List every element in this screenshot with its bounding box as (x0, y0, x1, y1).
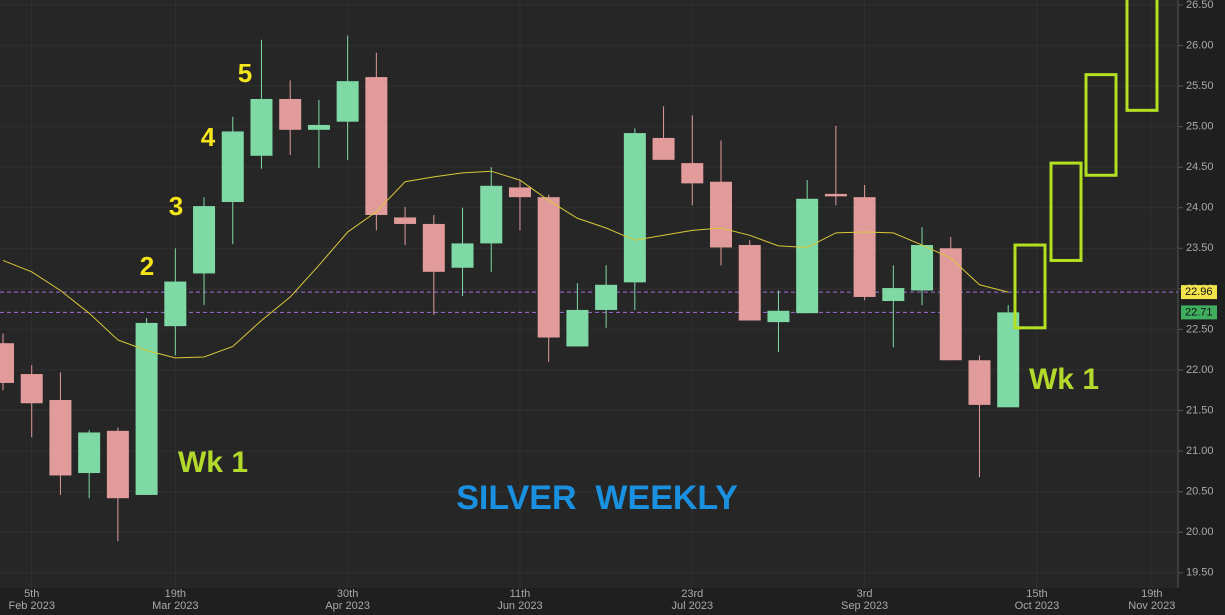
candle-body (250, 98, 273, 156)
x-tick-label: 23rd Jul 2023 (671, 588, 713, 612)
x-tick-label: 30th Apr 2023 (325, 588, 370, 612)
y-tick-label: 24.50 (1186, 161, 1214, 173)
y-tick-label: 26.50 (1186, 0, 1214, 11)
candle-body (939, 248, 962, 361)
candle-body (193, 206, 216, 274)
annotation: 2 (140, 251, 154, 281)
candle-body (595, 284, 618, 310)
candle-body (882, 288, 905, 302)
candle-body (767, 310, 790, 323)
chart-title: SILVER WEEKLY (456, 479, 738, 517)
y-tick-label: 22.50 (1186, 323, 1214, 335)
candle-body (911, 245, 934, 291)
candle-body (997, 312, 1020, 408)
x-tick-label: 11th Jun 2023 (497, 588, 542, 612)
candle-body (20, 374, 43, 404)
candle-body (221, 131, 244, 203)
candle-body (537, 197, 560, 338)
candle-body (422, 223, 445, 272)
candle-body (824, 193, 847, 197)
candle-body (336, 81, 359, 122)
x-tick-label: 19th Mar 2023 (152, 588, 198, 612)
x-tick-label: 3rd Sep 2023 (841, 588, 888, 612)
candle-body (652, 137, 675, 160)
price-tag-label: 22.71 (1185, 306, 1213, 318)
candle-body (710, 181, 732, 248)
x-tick-label: 15th Oct 2023 (1015, 588, 1060, 612)
y-tick-label: 20.50 (1186, 486, 1214, 498)
x-axis-panel (0, 588, 1225, 615)
candle-body (796, 198, 819, 314)
price-tag (1181, 305, 1217, 320)
y-tick-label: 25.00 (1186, 120, 1214, 132)
price-tag-label: 22.96 (1185, 286, 1213, 298)
candle-body (968, 360, 991, 405)
projection-box (1013, 243, 1047, 330)
x-tick-label: 19th Nov 2023 (1128, 588, 1175, 612)
annotation: Wk 1 (178, 446, 248, 479)
candle-body (451, 243, 474, 268)
annotation: 5 (238, 58, 252, 88)
candle-body (307, 124, 330, 130)
annotation: 4 (201, 122, 216, 152)
projection-box (1049, 161, 1083, 262)
candle-body (566, 309, 589, 347)
candle-body (279, 98, 302, 130)
candle-body (681, 163, 704, 184)
candle-body (480, 185, 503, 244)
y-tick-label: 21.00 (1186, 445, 1214, 457)
projection-box (1084, 73, 1118, 177)
marks (0, 0, 1178, 542)
y-tick-label: 22.00 (1186, 364, 1214, 376)
x-tick-label: 5th Feb 2023 (8, 588, 54, 612)
candle-body (623, 133, 646, 283)
y-tick-label: 25.50 (1186, 80, 1214, 92)
y-tick-label: 20.00 (1186, 526, 1214, 538)
projection-box (1125, 0, 1159, 112)
candle-body (394, 217, 417, 224)
candle-body (78, 432, 101, 474)
candle-body (106, 430, 129, 499)
moving-average-line (2, 170, 1009, 359)
candle-body (164, 281, 187, 327)
candle-body (738, 245, 761, 321)
price-tag (1181, 285, 1217, 300)
candle-body (365, 77, 388, 216)
candle-body (853, 197, 876, 297)
y-tick-label: 21.50 (1186, 404, 1214, 416)
grid (0, 0, 1178, 588)
candle-body (0, 343, 14, 383)
y-tick-label: 24.00 (1186, 202, 1214, 214)
y-tick-label: 23.50 (1186, 242, 1214, 254)
annotation: 3 (169, 191, 183, 221)
candle-body (135, 322, 158, 495)
candle-body (508, 187, 531, 198)
annotation: Wk 1 (1029, 363, 1099, 396)
y-tick-label: 26.00 (1186, 39, 1214, 51)
y-tick-label: 19.50 (1186, 567, 1214, 579)
candle-body (49, 400, 72, 476)
